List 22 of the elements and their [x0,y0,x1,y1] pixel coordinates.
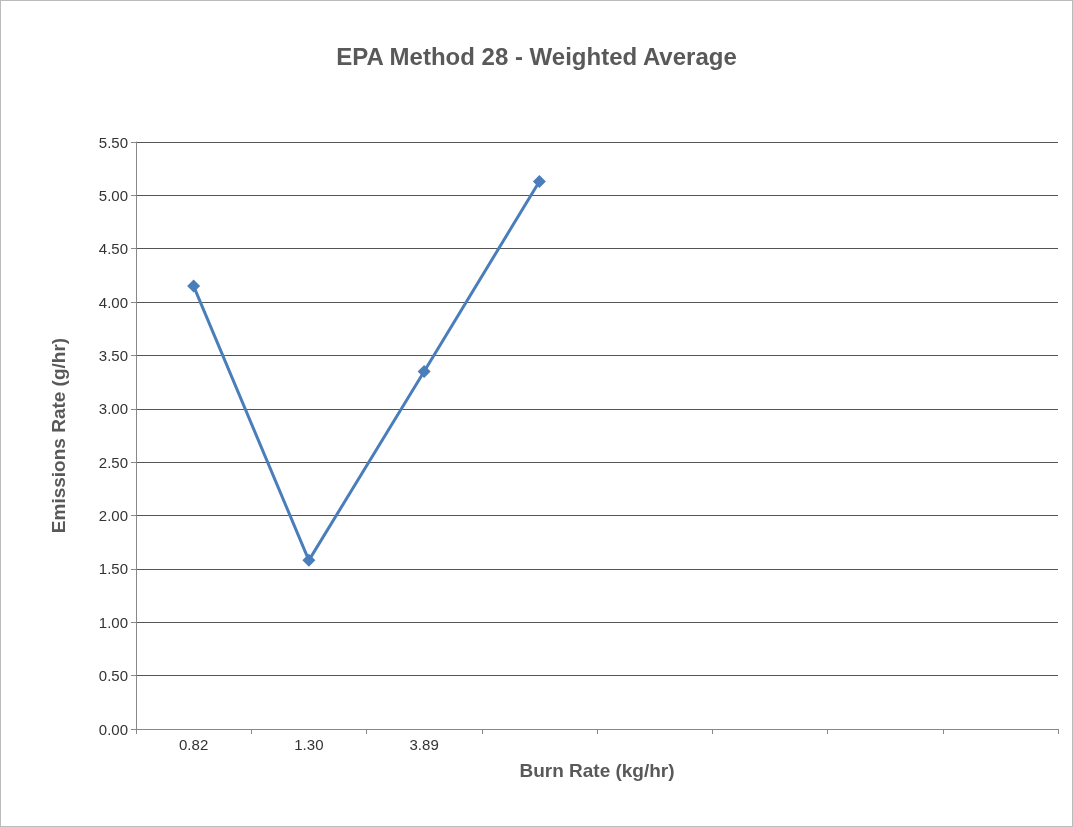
y-tick-label: 5.00 [98,186,128,204]
y-tick-label: 4.50 [98,240,128,258]
y-tick-label: 2.00 [98,507,128,525]
point [187,279,201,293]
x-tick-label: 1.30 [294,736,324,753]
y-tick-label: 2.50 [98,453,128,471]
y-tick-label: 0.50 [98,667,128,685]
point [532,174,546,188]
y-tick-label: 0.00 [98,720,128,738]
y-tick-label: 3.00 [98,400,128,418]
point [302,553,316,567]
y-axis-title: Emissions Rate (g/hr) [48,337,69,534]
y-tick-label: 5.50 [98,133,128,151]
point [417,364,431,378]
y-tick-label: 4.00 [98,293,128,311]
y-tick-label: 3.50 [98,346,128,364]
x-axis-title: Burn Rate (kg/hr) [519,760,675,781]
y-tick-label: 1.00 [98,613,128,631]
x-tick-label: 3.89 [409,736,439,753]
y-tick-label: 1.50 [98,560,128,578]
chart-title: EPA Method 28 - Weighted Average [336,42,737,70]
x-tick-label: 0.82 [179,736,209,753]
